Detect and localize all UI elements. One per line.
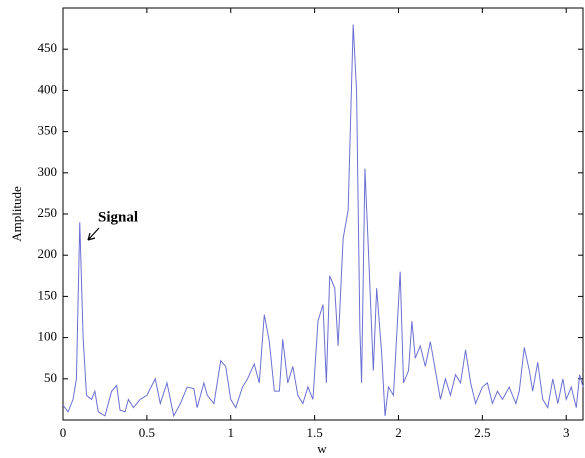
annotation-arrow [87,227,100,241]
y-tick-label: 400 [38,81,58,96]
x-tick-label: 2.5 [474,425,490,440]
x-axis-label: w [317,441,327,456]
plot-frame [62,7,584,421]
y-tick-label: 300 [38,164,58,179]
x-tick-label: 0.5 [139,425,155,440]
y-axis-label: Amplitude [9,186,24,242]
annotation: Signal [98,209,138,225]
y-tick-label: 100 [38,329,58,344]
y-tick-label: 250 [38,205,58,220]
x-tick-label: 1.5 [306,425,322,440]
x-tick-label: 2 [395,425,402,440]
y-tick-label: 50 [44,370,57,385]
y-tick-label: 350 [38,123,58,138]
x-tick-label: 0 [60,425,67,440]
y-tick-label: 200 [38,246,58,261]
x-tick-label: 1 [227,425,234,440]
y-tick-label: 150 [38,287,58,302]
data-line [62,24,584,418]
x-tick-label: 3 [563,425,570,440]
y-tick-label: 450 [38,40,58,55]
